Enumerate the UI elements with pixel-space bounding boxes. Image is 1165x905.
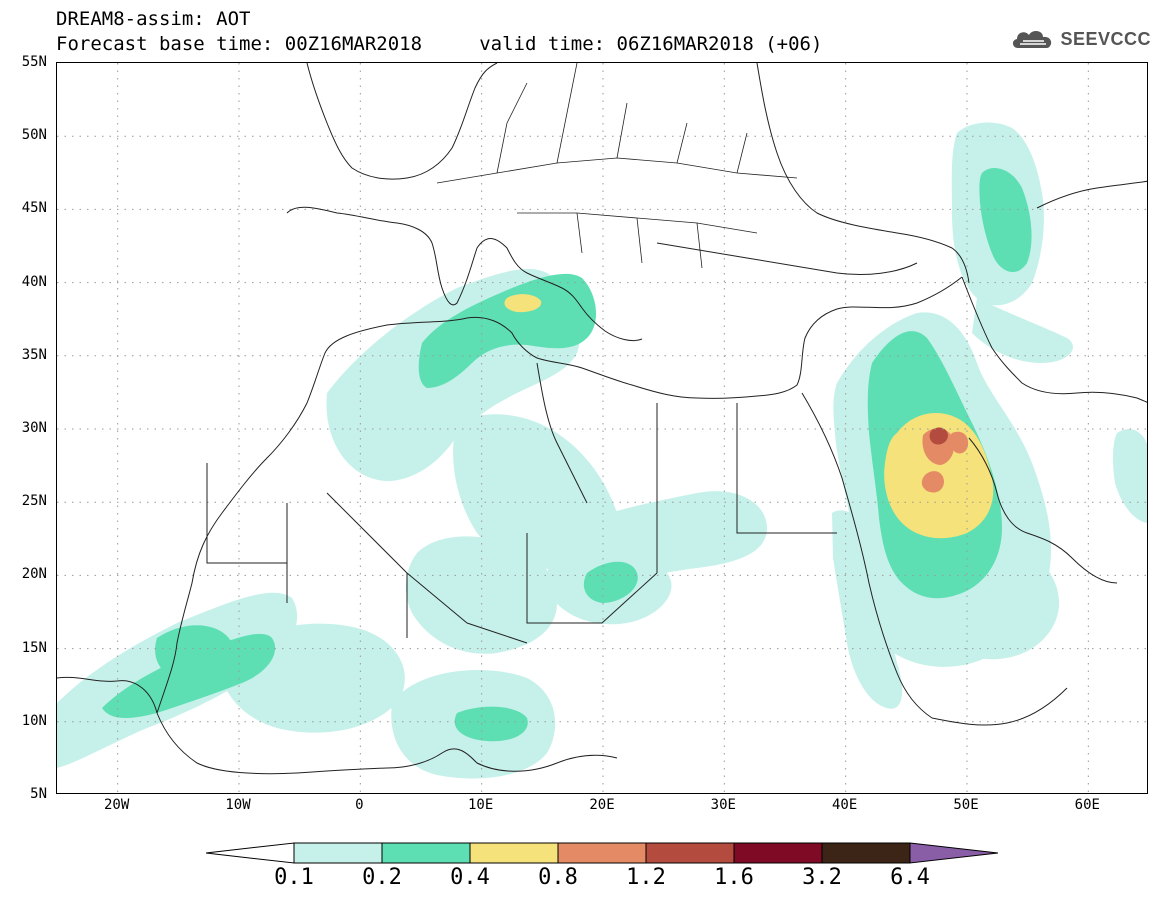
lat-label-30n: 30N — [21, 420, 47, 436]
lat-label-35n: 35N — [21, 346, 47, 363]
colorbar-label-1.6: 1.6 — [714, 865, 754, 890]
colorbar-label-3.2: 3.2 — [802, 865, 842, 890]
lon-label-10e: 10E — [468, 797, 494, 813]
colorbar-bin-01-02 — [293, 842, 383, 864]
seevccc-logo: SEEVCCC — [1010, 26, 1151, 52]
lat-label-45n: 45N — [21, 200, 47, 217]
lat-label-25n: 25N — [21, 493, 47, 510]
lat-label-40n: 40N — [21, 273, 47, 290]
colorbar-high-triangle — [909, 842, 998, 864]
colorbar-bin-16-32 — [733, 842, 823, 864]
lat-label-20n: 20N — [21, 566, 47, 583]
lat-label-10n: 10N — [21, 712, 47, 729]
lon-label-20e: 20E — [589, 797, 615, 813]
colorbar-bin-12-16 — [645, 842, 735, 864]
colorbar-label-6.4: 6.4 — [890, 865, 930, 890]
chart-title: DREAM8-assim: AOT — [56, 8, 251, 30]
colorbar-label-0.2: 0.2 — [362, 865, 402, 890]
lon-label-30e: 30E — [710, 797, 736, 813]
lat-label-50n: 50N — [21, 127, 47, 144]
colorbar-label-0.4: 0.4 — [450, 865, 490, 890]
lat-label-5n: 5N — [30, 786, 47, 802]
colorbar-label-0.1: 0.1 — [274, 865, 314, 890]
aot-contour-extreme — [929, 427, 948, 445]
colorbar-label-1.2: 1.2 — [626, 865, 666, 890]
lon-label-0: 0 — [355, 797, 364, 813]
colorbar-bin-02-04 — [381, 842, 471, 864]
lon-label-10w: 10W — [225, 797, 251, 813]
colorbar — [206, 842, 998, 864]
cloud-icon — [1013, 31, 1052, 48]
aot-map — [57, 63, 1147, 793]
colorbar-bin-32-64 — [821, 842, 911, 864]
logo-text: SEEVCCC — [1060, 28, 1151, 49]
lon-label-50e: 50E — [953, 797, 979, 813]
colorbar-bin-04-08 — [469, 842, 559, 864]
colorbar-label-0.8: 0.8 — [538, 865, 578, 890]
lon-label-40e: 40E — [832, 797, 858, 813]
lat-label-55n: 55N — [21, 54, 47, 70]
forecast-time-line: Forecast base time: 00Z16MAR2018 valid t… — [56, 33, 823, 55]
map-panel — [56, 62, 1148, 794]
colorbar-low-triangle — [206, 842, 295, 864]
lon-label-20w: 20W — [104, 797, 130, 813]
coastlines-and-borders — [57, 63, 1147, 775]
lat-label-15n: 15N — [21, 639, 47, 656]
country-borders-north — [436, 63, 798, 269]
colorbar-bin-08-12 — [557, 842, 647, 864]
lon-label-60e: 60E — [1074, 797, 1100, 813]
